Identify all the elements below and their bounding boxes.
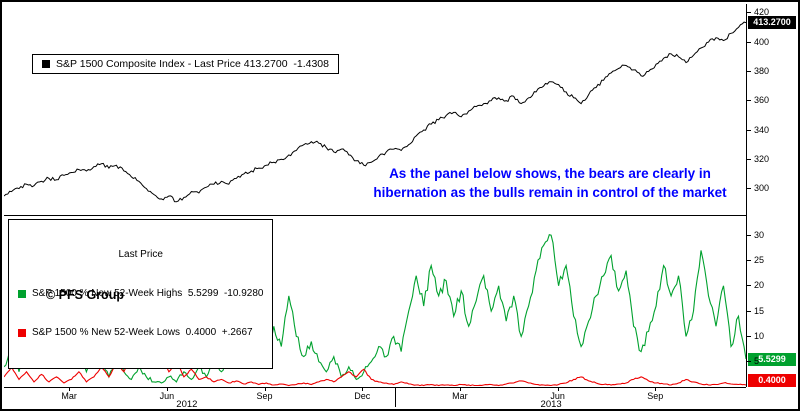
y-axis-label: 30 (754, 229, 765, 240)
x-axis-month-label: Dec (354, 391, 371, 401)
x-axis-tick (166, 387, 168, 391)
y-axis-label: 300 (754, 183, 770, 194)
x-axis-month-label: Jun (550, 391, 565, 401)
x-axis-tick (264, 387, 266, 391)
x-axis-tick (362, 387, 364, 391)
x-axis-month-label: Mar (61, 391, 77, 401)
lows-legend-label: S&P 1500 % New 52-Week Lows 0.4000 +.266… (32, 327, 253, 338)
legend-row-highs: S&P 1500 % New 52-Week Highs 5.5299 -10.… (18, 287, 263, 300)
y-axis-label: 400 (754, 36, 770, 47)
y-axis-tick (746, 188, 751, 190)
price-series-plot (4, 21, 746, 203)
x-axis-year-label: 2013 (540, 399, 562, 410)
highs-legend-swatch-icon (18, 289, 26, 298)
legend-row-lows: S&P 1500 % New 52-Week Lows 0.4000 +.266… (18, 326, 263, 339)
annotation-line-1: As the panel below shows, the bears are … (389, 166, 711, 181)
x-axis-tick (655, 387, 657, 391)
y-axis-tick (746, 70, 751, 72)
x-axis-month-label: Jun (159, 391, 175, 401)
price-legend: S&P 1500 Composite Index - Last Price 41… (32, 54, 339, 74)
price-legend-swatch-icon (42, 60, 50, 68)
breadth-legend-title: Last Price (118, 249, 163, 260)
new-highs-line (4, 234, 746, 384)
highs-value-badge: 5.5299 (748, 352, 796, 366)
x-axis-tick (69, 387, 71, 391)
y-axis-tick (746, 361, 751, 363)
y-axis-label: 340 (754, 124, 770, 135)
y-axis-label: 320 (754, 153, 770, 164)
y-axis-tick (746, 285, 751, 287)
y-axis-tick (746, 260, 751, 262)
y-axis-label: 420 (754, 7, 770, 18)
y-axis-tick (746, 335, 751, 337)
y-axis-label: 15 (754, 305, 765, 316)
last-price-badge: 413.2700 (748, 16, 796, 30)
y-axis-label: 380 (754, 65, 770, 76)
price-line (4, 21, 746, 203)
annotation-line-2: hibernation as the bulls remain in contr… (373, 185, 727, 200)
x-axis-month-label: Mar (452, 391, 468, 401)
y-axis-tick (746, 12, 751, 14)
y-axis-tick (746, 158, 751, 160)
y-axis-label: 5 (754, 356, 760, 367)
y-axis-tick (746, 100, 751, 102)
lows-legend-swatch-icon (18, 328, 26, 337)
year-separator-line (394, 387, 396, 407)
y-axis-tick (746, 41, 751, 43)
x-axis-month-label: Sep (256, 391, 273, 401)
breadth-legend: Last Price S&P 1500 % New 52-Week Highs … (8, 219, 274, 369)
x-axis-tick (557, 387, 559, 391)
y-axis-label: 20 (754, 280, 765, 291)
x-axis-year-label: 2012 (176, 399, 198, 410)
pfs-group-watermark: © PFS Group (46, 288, 124, 302)
y-axis-label: 360 (754, 95, 770, 106)
x-axis-tick (459, 387, 461, 391)
price-legend-label: S&P 1500 Composite Index - Last Price 41… (56, 58, 329, 70)
y-axis-label: 10 (754, 330, 765, 341)
annotation-text: As the panel below shows, the bears are … (340, 164, 760, 202)
y-axis-tick (746, 129, 751, 131)
x-axis-month-label: Sep (647, 391, 664, 401)
x-axis-line (4, 387, 746, 388)
highs-legend-label: S&P 1500 % New 52-Week Highs 5.5299 -10.… (32, 288, 264, 299)
y-axis-tick (746, 234, 751, 236)
y-axis-label: 25 (754, 255, 765, 266)
lows-value-badge: 0.4000 (748, 374, 796, 387)
y-axis-tick (746, 310, 751, 312)
panel-divider (4, 215, 746, 216)
axis-frame-line (746, 4, 747, 387)
